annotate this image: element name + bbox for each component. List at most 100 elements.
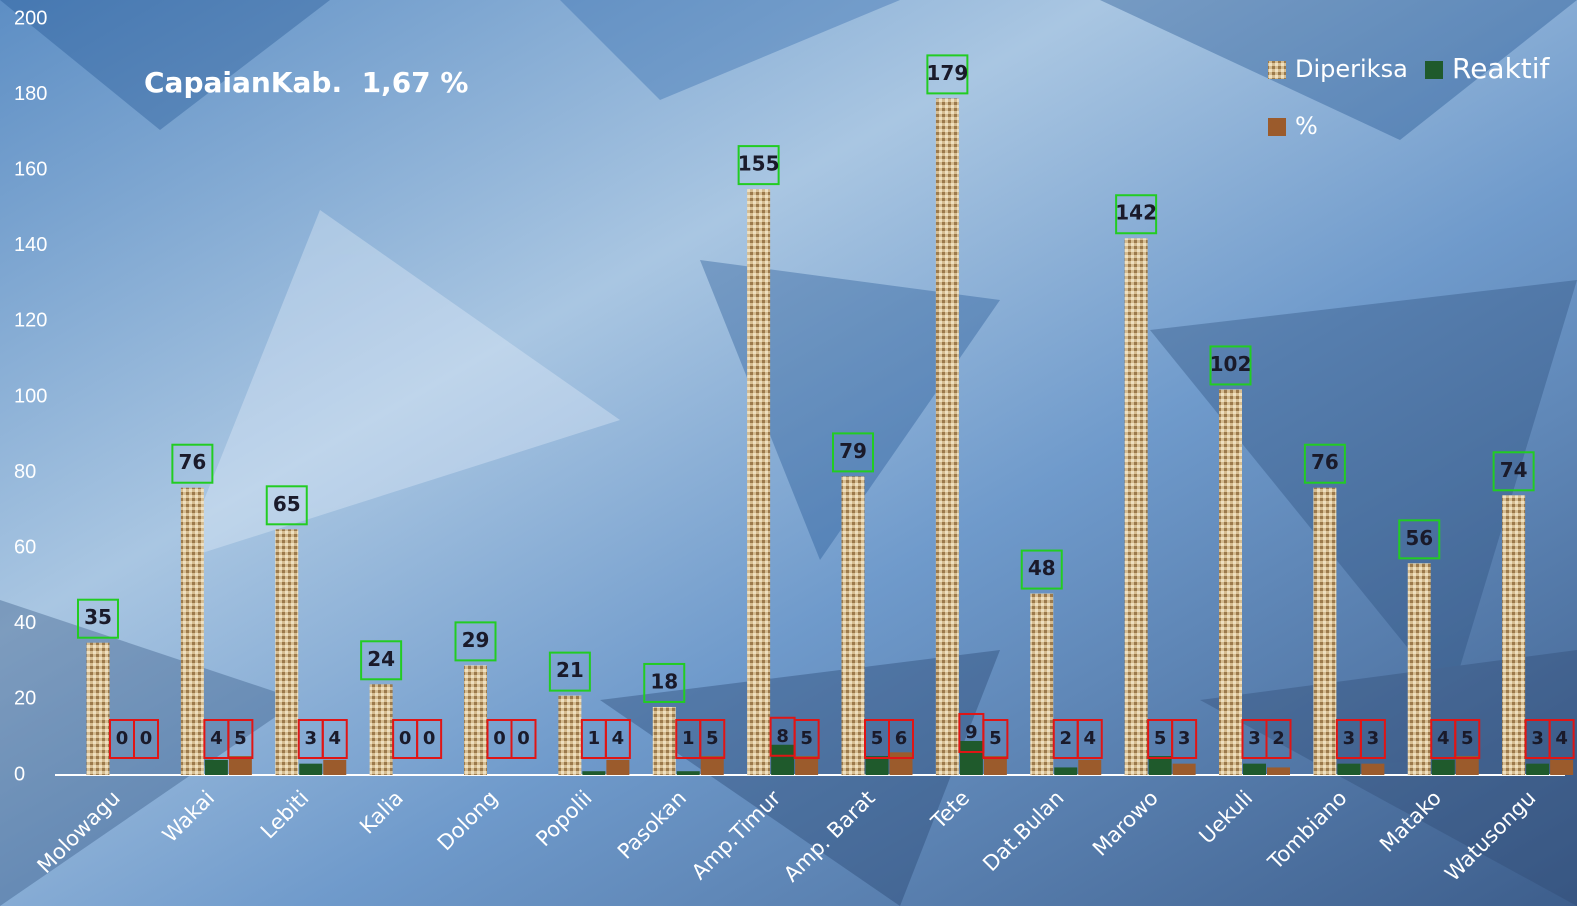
value-label: 0 xyxy=(493,728,506,749)
legend-swatch xyxy=(1268,118,1286,136)
value-label: 21 xyxy=(556,658,584,682)
value-label-box xyxy=(265,485,308,526)
value-label: 29 xyxy=(462,628,490,652)
bar xyxy=(299,763,323,775)
bar xyxy=(86,642,110,775)
bar xyxy=(865,756,889,775)
value-label: 2 xyxy=(1272,728,1285,749)
value-label: 4 xyxy=(1083,728,1096,749)
y-tick-label: 0 xyxy=(14,763,25,785)
bar xyxy=(1267,767,1290,775)
bar xyxy=(959,740,983,775)
value-label: 179 xyxy=(927,61,969,85)
value-label: 5 xyxy=(1461,728,1474,749)
value-label: 102 xyxy=(1210,352,1252,376)
bar xyxy=(204,759,228,775)
value-label: 3 xyxy=(304,728,317,749)
legend-label: Diperiksa xyxy=(1295,55,1408,83)
bar xyxy=(1219,389,1242,775)
bar xyxy=(1502,495,1526,775)
value-label: 18 xyxy=(650,669,678,693)
value-label: 3 xyxy=(1531,728,1544,749)
bar xyxy=(841,476,865,775)
bar xyxy=(582,771,606,775)
value-label-box xyxy=(643,662,686,703)
y-tick-label: 100 xyxy=(14,385,47,407)
value-label: 3 xyxy=(1178,728,1191,749)
value-label-box xyxy=(604,719,631,759)
value-label-box xyxy=(737,145,780,186)
value-label: 2 xyxy=(1059,728,1072,749)
value-label: 35 xyxy=(84,605,112,629)
y-tick-label: 120 xyxy=(14,310,47,332)
value-label: 24 xyxy=(367,647,395,671)
bar xyxy=(771,744,795,775)
bar xyxy=(464,665,487,775)
value-label-box xyxy=(832,432,874,473)
value-label: 5 xyxy=(234,728,247,749)
value-label: 74 xyxy=(1500,458,1528,482)
value-label: 76 xyxy=(178,450,206,474)
value-label-box xyxy=(1115,194,1158,235)
legend-label: Reaktif xyxy=(1452,52,1551,85)
bar xyxy=(1550,759,1574,775)
value-label-box xyxy=(1209,345,1252,386)
bar xyxy=(606,759,630,775)
value-label: 5 xyxy=(989,728,1002,749)
value-label-box xyxy=(1359,719,1386,759)
bar xyxy=(676,771,700,775)
value-label: 4 xyxy=(328,728,341,749)
bar xyxy=(180,487,204,775)
value-label: 76 xyxy=(1311,450,1339,474)
y-tick-label: 200 xyxy=(14,7,47,29)
value-label: 4 xyxy=(210,728,223,749)
y-tick-label: 60 xyxy=(14,536,36,558)
value-label: 0 xyxy=(140,728,153,749)
bar xyxy=(558,695,582,775)
value-label: 5 xyxy=(1154,728,1167,749)
value-label-box xyxy=(416,719,443,759)
bar xyxy=(1313,487,1337,775)
bar xyxy=(1526,763,1550,775)
value-label: 4 xyxy=(1437,728,1450,749)
y-tick-label: 80 xyxy=(14,461,36,483)
bar xyxy=(1078,759,1102,775)
value-label: 5 xyxy=(800,728,813,749)
value-label: 8 xyxy=(776,726,789,747)
y-tick-label: 40 xyxy=(14,612,36,634)
y-tick-label: 160 xyxy=(14,158,47,180)
bar xyxy=(1337,763,1361,775)
bar xyxy=(1124,238,1148,776)
bar xyxy=(983,756,1007,775)
value-label-box xyxy=(1548,719,1575,759)
value-label-box xyxy=(982,719,1009,759)
value-label-box xyxy=(1265,719,1292,759)
value-label-box xyxy=(888,719,914,759)
value-label: 48 xyxy=(1028,556,1056,580)
value-label-box xyxy=(133,719,159,759)
value-label-box xyxy=(360,640,403,681)
value-label: 56 xyxy=(1405,526,1433,550)
bar xyxy=(1455,756,1479,775)
value-label-box xyxy=(1303,443,1346,484)
value-label-box xyxy=(1020,549,1063,590)
bar xyxy=(652,706,676,775)
value-label-box xyxy=(1454,719,1481,759)
y-tick-label: 180 xyxy=(14,83,47,105)
value-label: 65 xyxy=(273,492,301,516)
value-label-box xyxy=(793,719,820,759)
value-label-box xyxy=(171,443,214,484)
bar xyxy=(889,752,913,775)
bar xyxy=(323,759,347,775)
legend-swatch xyxy=(1268,61,1286,79)
value-label-box xyxy=(1492,451,1535,492)
value-label: 0 xyxy=(399,728,412,749)
value-label: 4 xyxy=(1555,728,1568,749)
value-label-box xyxy=(77,598,119,639)
value-label-box xyxy=(548,651,591,692)
bar xyxy=(1431,759,1455,775)
value-label-box xyxy=(510,719,537,759)
